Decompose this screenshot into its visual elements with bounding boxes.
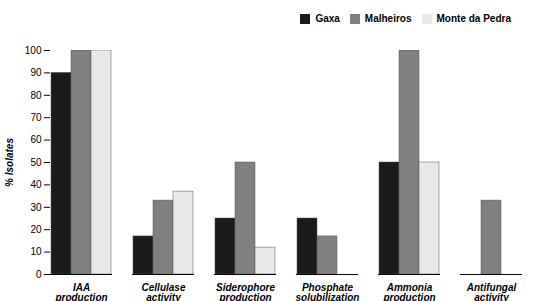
svg-text:% Isolates: % Isolates bbox=[4, 138, 15, 187]
html-text:Gaxa: Gaxa bbox=[315, 13, 340, 24]
svg-text:0: 0 bbox=[36, 269, 42, 280]
svg-text:Cellulaseactivity: Cellulaseactivity bbox=[142, 282, 186, 301]
svg-text:100: 100 bbox=[25, 45, 42, 56]
svg-text:60: 60 bbox=[30, 134, 42, 145]
svg-text:10: 10 bbox=[30, 246, 42, 257]
svg-text:20: 20 bbox=[30, 224, 42, 235]
svg-text:Phosphatesolubilization: Phosphatesolubilization bbox=[296, 282, 360, 301]
svg-text:Siderophoreproduction: Siderophoreproduction bbox=[216, 282, 275, 301]
svg-text:80: 80 bbox=[30, 90, 42, 101]
svg-text:30: 30 bbox=[30, 202, 42, 213]
svg-text:40: 40 bbox=[30, 179, 42, 190]
svg-text:Antifungalactivity: Antifungalactivity bbox=[466, 282, 517, 301]
svg-text:70: 70 bbox=[30, 112, 42, 123]
svg-text:50: 50 bbox=[30, 157, 42, 168]
svg-text:Ammoniaproduction: Ammoniaproduction bbox=[382, 282, 435, 301]
svg-text:IAAproduction: IAAproduction bbox=[54, 282, 107, 301]
svg-text:90: 90 bbox=[30, 67, 42, 78]
html-text:Monte da Pedra: Monte da Pedra bbox=[436, 13, 511, 24]
html-text:Malheiros: Malheiros bbox=[364, 13, 412, 24]
